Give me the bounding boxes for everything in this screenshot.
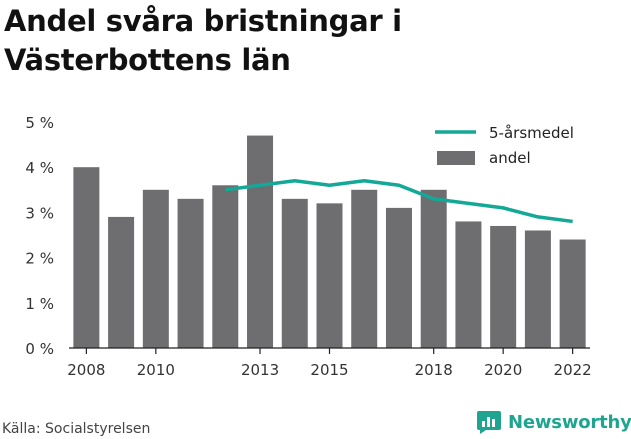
- y-tick-label: 2 %: [25, 250, 54, 268]
- y-tick-label: 1 %: [25, 295, 54, 313]
- y-axis: 0 % 1 % 2 % 3 % 4 % 5 %: [25, 114, 54, 358]
- legend: 5-årsmedel andel: [424, 116, 614, 178]
- bar: [281, 198, 308, 348]
- x-axis: 2008 2010 2013 2015 2018 2020 2022: [67, 348, 592, 379]
- bar: [212, 185, 239, 348]
- line-series-5-arsmedel: [225, 179, 573, 224]
- x-tick-label: 2020: [484, 361, 522, 379]
- newsworthy-logo-icon: [477, 411, 501, 434]
- bar: [385, 207, 412, 348]
- legend-label-5-arsmedel: 5-årsmedel: [489, 124, 574, 142]
- legend-bar-swatch: [437, 151, 475, 165]
- legend-box: [424, 116, 614, 178]
- brand-name: Newsworthy: [508, 411, 631, 433]
- x-tick-label: 2022: [554, 361, 592, 379]
- y-tick-label: 0 %: [25, 340, 54, 358]
- x-tick-label: 2018: [415, 361, 453, 379]
- legend-label-andel: andel: [489, 149, 531, 167]
- x-tick-label: 2013: [241, 361, 279, 379]
- y-tick-label: 5 %: [25, 114, 54, 132]
- bar: [351, 189, 378, 348]
- bar: [177, 198, 204, 348]
- y-tick-label: 4 %: [25, 159, 54, 177]
- source-note: Källa: Socialstyrelsen: [2, 421, 151, 437]
- bar: [420, 189, 447, 348]
- bar: [247, 135, 274, 348]
- bar: [455, 221, 482, 348]
- bar: [524, 230, 551, 348]
- bar: [316, 203, 343, 348]
- bar: [73, 167, 100, 348]
- x-tick-label: 2010: [137, 361, 175, 379]
- bar: [108, 216, 135, 348]
- bar: [142, 189, 169, 348]
- bar-series-andel: [73, 135, 586, 348]
- bar: [490, 225, 517, 348]
- newsworthy-logo: Newsworthy: [476, 407, 631, 437]
- y-tick-label: 3 %: [25, 204, 54, 222]
- x-tick-label: 2015: [310, 361, 348, 379]
- line-5-arsmedel: [225, 179, 573, 224]
- bar: [559, 239, 586, 348]
- x-tick-label: 2008: [67, 361, 105, 379]
- chart-title: Andel svåra bristningar i Västerbottens …: [4, 4, 402, 77]
